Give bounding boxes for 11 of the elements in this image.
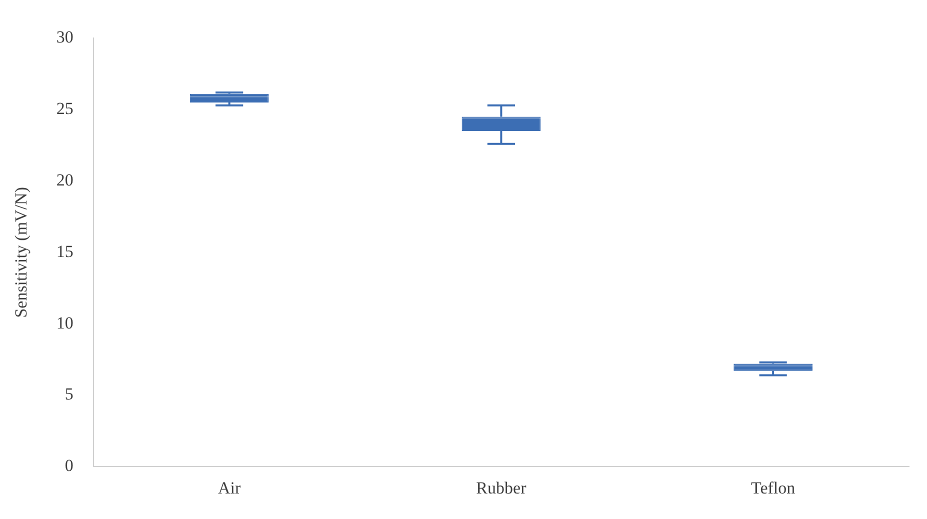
y-tick-label: 10 bbox=[56, 313, 74, 332]
y-axis-title: Sensitivity (mV/N) bbox=[12, 186, 31, 318]
y-tick-label: 15 bbox=[56, 242, 74, 261]
y-tick-label: 20 bbox=[56, 170, 74, 190]
y-tick-label: 5 bbox=[64, 384, 74, 404]
y-tick-label: 25 bbox=[56, 99, 74, 118]
x-tick-label: Teflon bbox=[750, 478, 796, 498]
y-tick-label: 0 bbox=[64, 456, 74, 476]
x-tick-label: Air bbox=[218, 478, 241, 498]
y-tick-label: 30 bbox=[56, 28, 74, 47]
x-tick-label: Rubber bbox=[476, 478, 527, 498]
